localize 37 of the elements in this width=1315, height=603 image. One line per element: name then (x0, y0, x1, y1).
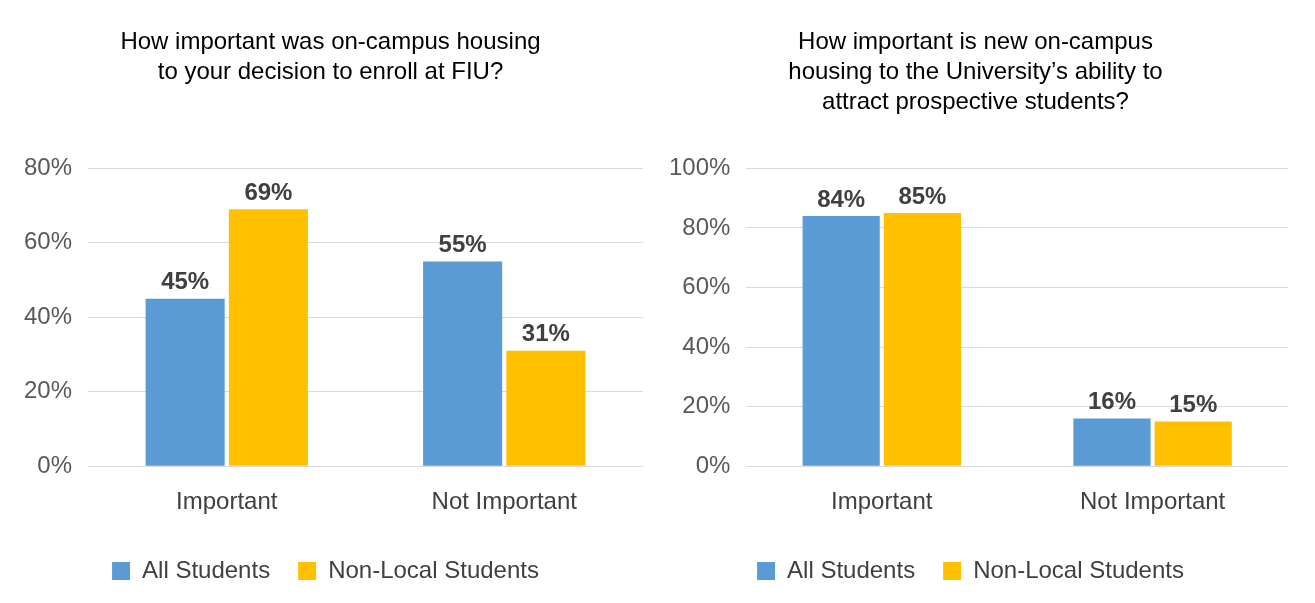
x-tick-label: Not Important (1079, 487, 1226, 515)
bar (883, 213, 961, 466)
chart-title: How important was on-campus housing to your decision to enroll at FIU? (119, 26, 542, 86)
data-label: 55% (438, 230, 487, 258)
y-tick-label: 20% (23, 376, 73, 404)
bar (1154, 421, 1232, 466)
legend-label: All Students (142, 555, 271, 583)
data-label: 31% (521, 319, 570, 347)
data-label: 16% (1087, 387, 1136, 415)
y-tick-label: 80% (682, 212, 731, 240)
x-tick-label: Not Important (431, 487, 578, 515)
y-tick-label: 60% (23, 227, 73, 255)
bar (423, 261, 503, 466)
y-tick-label: 0% (37, 450, 73, 478)
data-label: 45% (161, 267, 210, 295)
y-tick-label: 80% (23, 153, 73, 181)
data-label: 15% (1169, 390, 1218, 418)
legend-label: All Students (787, 555, 916, 583)
bar (506, 350, 586, 466)
x-tick-label: Important (831, 487, 933, 515)
bar (1073, 418, 1151, 466)
legend-label: Non-Local Students (328, 555, 539, 583)
bar (228, 209, 308, 466)
data-label: 69% (244, 177, 293, 205)
legend-label: Non-Local Students (973, 555, 1184, 583)
y-tick-label: 0% (695, 450, 731, 478)
bar (145, 298, 225, 466)
data-label: 84% (817, 184, 866, 212)
y-tick-label: 60% (682, 272, 731, 300)
y-tick-label: 40% (23, 301, 73, 329)
y-tick-label: 100% (668, 153, 731, 181)
y-tick-label: 40% (682, 331, 731, 359)
data-label: 85% (898, 181, 947, 209)
y-tick-label: 20% (682, 391, 731, 419)
chart-title: How important is new on-campus housing to the University’s ability to attract prospective students? (787, 26, 1164, 116)
x-tick-label: Important (176, 487, 278, 515)
bar (802, 216, 880, 466)
